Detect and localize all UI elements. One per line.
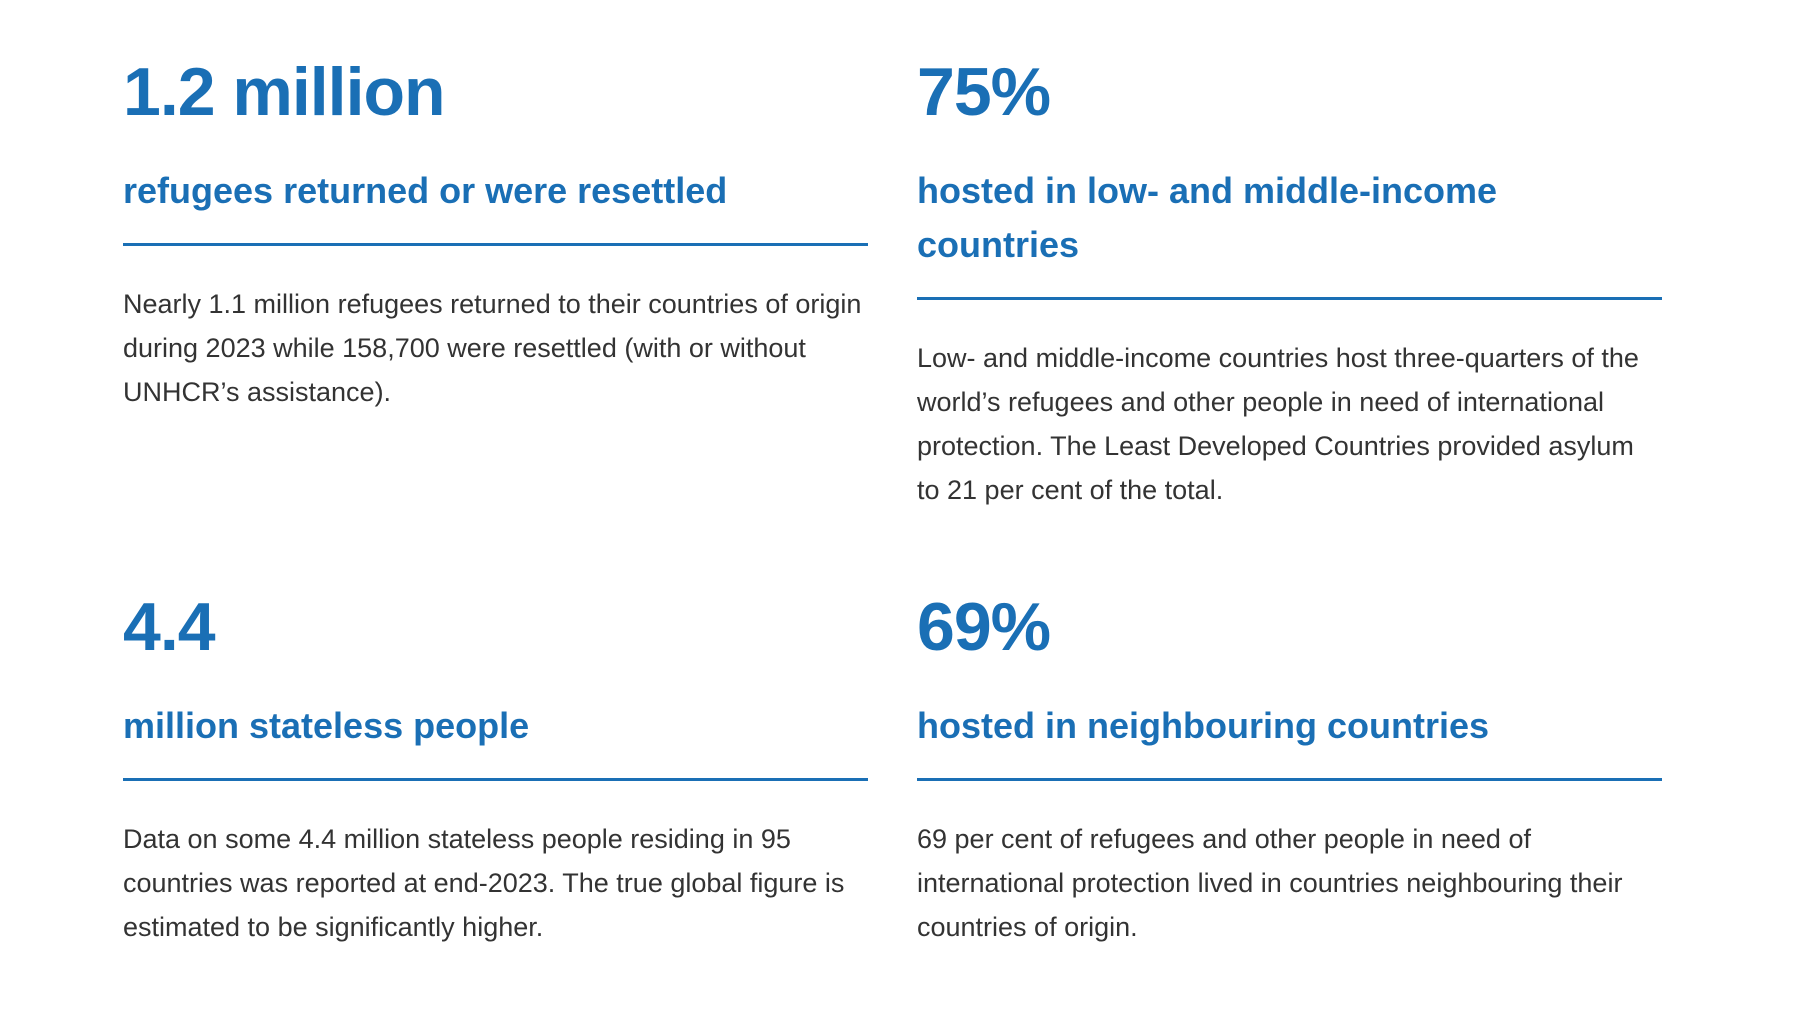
stat-divider bbox=[917, 297, 1662, 300]
stat-card-low-middle-income: 75% hosted in low- and middle-income cou… bbox=[917, 50, 1662, 512]
stat-value: 75% bbox=[917, 54, 1051, 130]
stat-divider bbox=[917, 778, 1662, 781]
stat-subtitle: refugees returned or were resettled bbox=[123, 170, 728, 211]
stat-description: 69 per cent of refugees and other people… bbox=[917, 824, 1623, 942]
stat-description: Nearly 1.1 million refugees returned to … bbox=[123, 289, 862, 407]
stat-value: 1.2 million bbox=[123, 54, 446, 130]
stat-description: Data on some 4.4 million stateless peopl… bbox=[123, 824, 845, 942]
stat-card-neighbouring: 69% hosted in neighbouring countries 69 … bbox=[917, 585, 1662, 949]
stat-subtitle: hosted in neighbouring countries bbox=[917, 705, 1489, 746]
stat-subtitle: million stateless people bbox=[123, 705, 530, 746]
stat-divider bbox=[123, 243, 868, 246]
stat-card-stateless: 4.4 million stateless people Data on som… bbox=[123, 585, 868, 949]
stat-value: 4.4 bbox=[123, 589, 216, 665]
stat-divider bbox=[123, 778, 868, 781]
stat-value: 69% bbox=[917, 589, 1051, 665]
stat-subtitle: hosted in low- and middle-income countri… bbox=[917, 170, 1498, 265]
stat-description: Low- and middle-income countries host th… bbox=[917, 343, 1639, 505]
stat-card-returned-resettled: 1.2 million refugees returned or were re… bbox=[123, 50, 868, 414]
